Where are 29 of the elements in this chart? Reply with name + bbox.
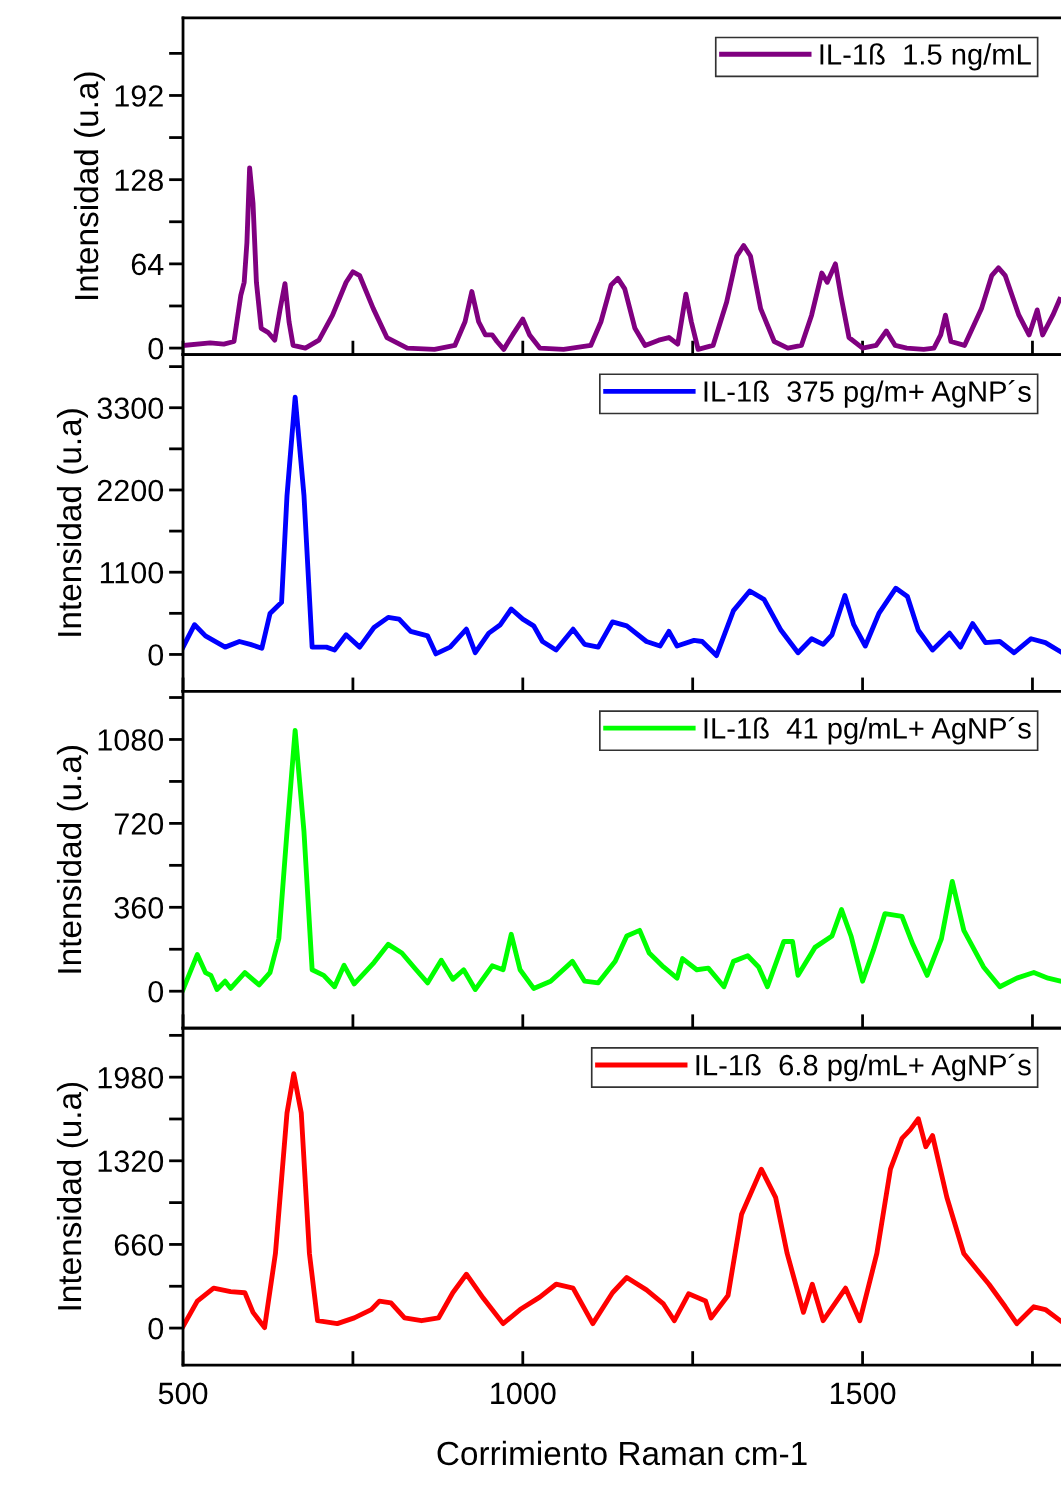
y-tick-label: 192 bbox=[115, 85, 163, 107]
y-axis-title: Intensidad (u.a) bbox=[73, 72, 105, 299]
y-axis-title: Intensidad (u.a) bbox=[56, 409, 88, 636]
y-tick-label: 0 bbox=[148, 980, 164, 1003]
x-tick-label: 500 bbox=[158, 1382, 208, 1405]
legend-label: IL-1ß 1.5 ng/mL bbox=[820, 43, 1031, 71]
y-tick-label: 360 bbox=[114, 897, 164, 919]
y-tick-label: 128 bbox=[115, 169, 163, 192]
x-axis-title: Corrimiento Raman cm-1 bbox=[437, 1440, 807, 1466]
y-tick-label: 0 bbox=[148, 337, 164, 360]
legend-label: IL-1ß 41 pg/mL+ AgNP´s bbox=[704, 716, 1031, 745]
legend-label: IL-1ß 6.8 pg/mL+ AgNP´s bbox=[696, 1053, 1031, 1082]
y-tick-label: 1080 bbox=[98, 729, 164, 751]
y-tick-label: 1100 bbox=[100, 561, 164, 584]
y-tick-label: 2200 bbox=[97, 479, 164, 502]
y-tick-label: 0 bbox=[148, 644, 164, 666]
y-tick-label: 720 bbox=[114, 813, 164, 835]
legend-label: IL-1ß 375 pg/m+ AgNP´s bbox=[704, 380, 1031, 408]
y-tick-label: 64 bbox=[131, 253, 164, 276]
line-series bbox=[183, 165, 1061, 352]
y-axis-title: Intensidad (u.a) bbox=[56, 746, 88, 973]
y-tick-label: 3300 bbox=[97, 397, 164, 420]
y-tick-label: 660 bbox=[114, 1234, 164, 1256]
y-tick-label: 1980 bbox=[98, 1066, 164, 1089]
y-axis-title: Intensidad (u.a) bbox=[56, 1082, 88, 1310]
y-tick-label: 0 bbox=[148, 1317, 164, 1340]
y-tick-label: 1320 bbox=[98, 1150, 164, 1173]
x-tick-label: 1000 bbox=[491, 1382, 556, 1405]
x-tick-label: 1500 bbox=[830, 1382, 896, 1405]
